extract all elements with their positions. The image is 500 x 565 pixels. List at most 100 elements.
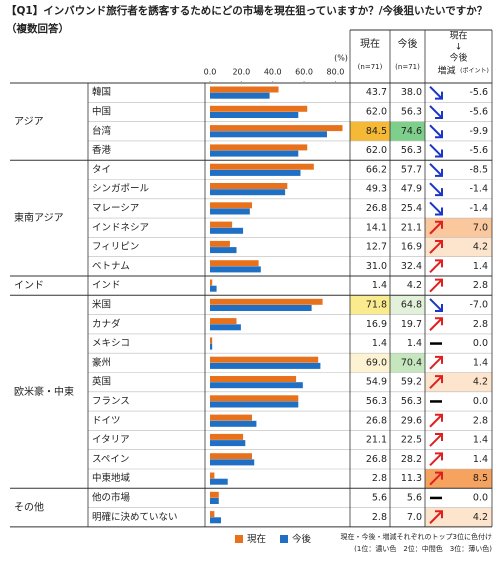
bar <box>210 324 241 331</box>
change-label: -8.5 <box>469 164 488 175</box>
change-arrow <box>429 105 443 119</box>
bar <box>210 227 244 234</box>
category-label: インド <box>92 280 121 291</box>
change-arrow <box>429 510 443 524</box>
change-arrow <box>429 433 443 447</box>
bar <box>210 189 286 196</box>
cell-highlight <box>350 121 390 141</box>
bar <box>210 440 246 447</box>
x-tick-label: 60.0 <box>295 68 313 77</box>
group-label: その他 <box>14 501 44 514</box>
change-label: 4.2 <box>473 242 488 253</box>
change-label: 0.0 <box>473 492 488 503</box>
bar <box>210 105 308 112</box>
change-label: -1.4 <box>469 203 488 214</box>
value-label: 22.5 <box>401 435 422 446</box>
value-label: 38.0 <box>401 87 422 98</box>
category-label: 米国 <box>92 298 111 310</box>
value-label: 16.9 <box>401 242 422 253</box>
legend-label: 今後 <box>292 533 312 545</box>
x-tick-label: 0.0 <box>204 68 217 77</box>
category-label: 明確に決めていない <box>92 511 178 523</box>
value-label: 12.7 <box>366 242 387 253</box>
bar <box>210 285 217 292</box>
value-label: 66.2 <box>366 164 387 175</box>
value-label: 21.1 <box>401 222 422 233</box>
value-label: 56.3 <box>366 396 387 407</box>
bar <box>210 356 319 363</box>
cell-highlight <box>350 295 390 315</box>
bar <box>210 298 323 305</box>
change-label: 4.2 <box>473 377 488 388</box>
bar <box>210 202 253 209</box>
category-label: ドイツ <box>92 415 121 426</box>
value-label: 47.9 <box>401 184 422 195</box>
axis-unit: (%) <box>334 54 348 63</box>
value-label: 5.6 <box>407 492 422 503</box>
value-label: 21.1 <box>366 435 387 446</box>
value-label: 16.9 <box>366 319 387 330</box>
cell-highlight <box>390 295 425 315</box>
change-arrow <box>429 143 443 158</box>
value-label: 70.4 <box>401 357 422 368</box>
category-label: ベトナム <box>92 261 130 272</box>
change-arrow <box>429 317 443 331</box>
bar <box>210 414 253 421</box>
change-arrow <box>429 85 443 100</box>
category-label: インドネシア <box>92 222 149 233</box>
category-label: タイ <box>92 164 111 175</box>
value-label: 11.3 <box>401 473 422 484</box>
legend-label: 現在 <box>247 533 266 545</box>
value-label: 26.8 <box>366 415 387 426</box>
value-label: 56.3 <box>401 145 422 156</box>
change-label: -7.0 <box>469 299 488 310</box>
value-label: 1.4 <box>407 338 422 349</box>
cell-highlight <box>350 353 390 373</box>
bar <box>210 498 219 504</box>
cell-highlight <box>390 353 425 373</box>
bar <box>210 163 314 170</box>
value-label: 74.6 <box>401 126 422 137</box>
category-label: フィリピン <box>92 242 139 253</box>
change-arrow <box>429 413 443 428</box>
bar <box>210 150 299 157</box>
category-label: 豪州 <box>92 356 111 368</box>
bar <box>210 279 213 286</box>
cell-highlight <box>390 121 425 141</box>
legend-swatch <box>235 535 243 543</box>
change-header: 現在 <box>449 30 467 42</box>
value-label: 14.1 <box>366 222 387 233</box>
bar <box>210 511 215 518</box>
bar <box>210 395 299 402</box>
change-label: 8.5 <box>473 473 488 484</box>
category-label: 中国 <box>92 105 111 117</box>
category-label: 英国 <box>92 376 111 388</box>
bar <box>210 305 312 311</box>
value-label: 2.8 <box>372 512 387 523</box>
category-label: マレーシア <box>92 203 139 214</box>
value-label: 2.8 <box>372 473 387 484</box>
change-label: 0.0 <box>473 338 488 349</box>
category-label: 台湾 <box>92 125 112 137</box>
category-label: 香港 <box>92 144 112 156</box>
value-label: 84.5 <box>366 126 387 137</box>
change-label: -5.6 <box>469 87 488 98</box>
change-arrow <box>429 375 443 389</box>
category-label: フランス <box>92 396 130 407</box>
bar <box>210 208 250 215</box>
change-label: 1.4 <box>473 357 488 368</box>
value-label: 31.0 <box>366 261 387 272</box>
bar <box>210 453 253 460</box>
bar <box>210 318 237 325</box>
value-label: 56.3 <box>401 396 422 407</box>
bar <box>210 247 237 254</box>
group-label: インド <box>14 281 44 292</box>
value-label: 64.8 <box>401 299 422 310</box>
change-arrow <box>429 240 443 254</box>
bar <box>210 343 213 350</box>
value-label: 57.7 <box>401 164 422 175</box>
change-arrow <box>429 452 443 467</box>
bar <box>210 401 299 408</box>
bar <box>210 260 259 267</box>
change-label: 1.4 <box>473 261 488 272</box>
